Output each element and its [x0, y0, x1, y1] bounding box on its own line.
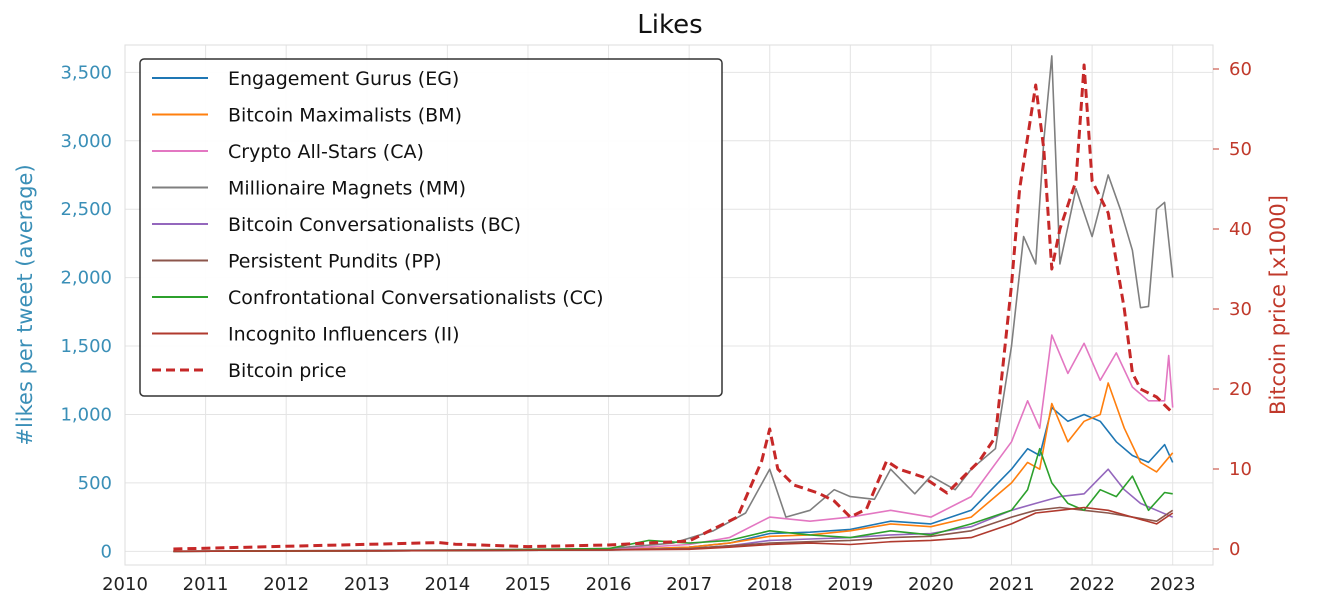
y-right-tick-label: 40 [1229, 219, 1252, 240]
series-line-confrontational-conversationalists-cc [173, 447, 1173, 553]
legend: Engagement Gurus (EG) Bitcoin Maximalists… [139, 58, 723, 397]
legend-label: Bitcoin Maximalists (BM) [228, 105, 462, 127]
legend-label: Crypto All-Stars (CA) [228, 141, 424, 163]
series-line-bitcoin-maximalists-bm [173, 382, 1174, 553]
y-left-tick-label: 1,000 [60, 404, 112, 425]
plot-area-border [124, 44, 1214, 566]
x-tick-label: 2020 [908, 574, 954, 595]
series-layer [173, 55, 1174, 553]
x-tick-label: 2021 [989, 574, 1035, 595]
y-right-tick-label: 60 [1229, 59, 1252, 80]
x-tick-label: 2022 [1069, 574, 1115, 595]
y-left-tick-label: 2,500 [60, 199, 112, 220]
legend-label: Confrontational Conversationalists (CC) [228, 287, 604, 309]
legend-label: Incognito Influencers (II) [228, 324, 460, 346]
series-line-bitcoin-price [173, 63, 1174, 551]
series-line-incognito-influencers-ii [173, 506, 1174, 553]
series-line-millionaire-magnets-mm [173, 55, 1174, 553]
y-left-tick-label: 0 [101, 541, 112, 562]
x-tick-label: 2011 [183, 574, 229, 595]
x-tick-label: 2017 [666, 574, 712, 595]
x-tick-label: 2023 [1150, 574, 1196, 595]
x-tick-label: 2014 [424, 574, 470, 595]
x-tick-label: 2012 [263, 574, 309, 595]
series-line-engagement-gurus-eg [173, 406, 1174, 553]
x-tick-label: 2018 [747, 574, 793, 595]
x-tick-label: 2013 [344, 574, 390, 595]
legend-label: Persistent Pundits (PP) [228, 251, 442, 273]
legend-box [139, 58, 723, 397]
legend-label: Bitcoin Conversationalists (BC) [228, 214, 521, 236]
x-tick-label: 2010 [102, 574, 148, 595]
axis-layer: 2010 2011 2012 2013 2014 2015 2016 2017 2018 2019… [60, 59, 1251, 595]
y-right-tick-label: 20 [1229, 379, 1252, 400]
y-right-tick-label: 50 [1229, 139, 1252, 160]
y-left-tick-label: 3,500 [60, 62, 112, 83]
y-left-tick-label: 3,000 [60, 131, 112, 152]
y-left-tick-label: 2,000 [60, 268, 112, 289]
y-left-tick-label: 1,500 [60, 336, 112, 357]
series-line-bitcoin-conversationalists-bc [173, 468, 1174, 553]
chart-title: Likes [637, 10, 702, 40]
y-right-tick-label: 10 [1229, 459, 1252, 480]
y-axis-right-label: Bitcoin price [x1000] [1266, 195, 1290, 415]
legend-label: Millionaire Magnets (MM) [228, 178, 466, 200]
y-left-tick-label: 500 [78, 473, 112, 494]
x-tick-label: 2015 [505, 574, 551, 595]
x-tick-label: 2019 [827, 574, 873, 595]
y-right-tick-label: 0 [1229, 539, 1240, 560]
legend-label: Bitcoin price [228, 360, 346, 382]
series-line-crypto-all-stars-ca [173, 334, 1174, 553]
legend-label: Engagement Gurus (EG) [228, 68, 459, 90]
x-tick-label: 2016 [586, 574, 632, 595]
y-axis-left-label: #likes per tweet (average) [13, 164, 37, 445]
y-right-tick-label: 30 [1229, 299, 1252, 320]
